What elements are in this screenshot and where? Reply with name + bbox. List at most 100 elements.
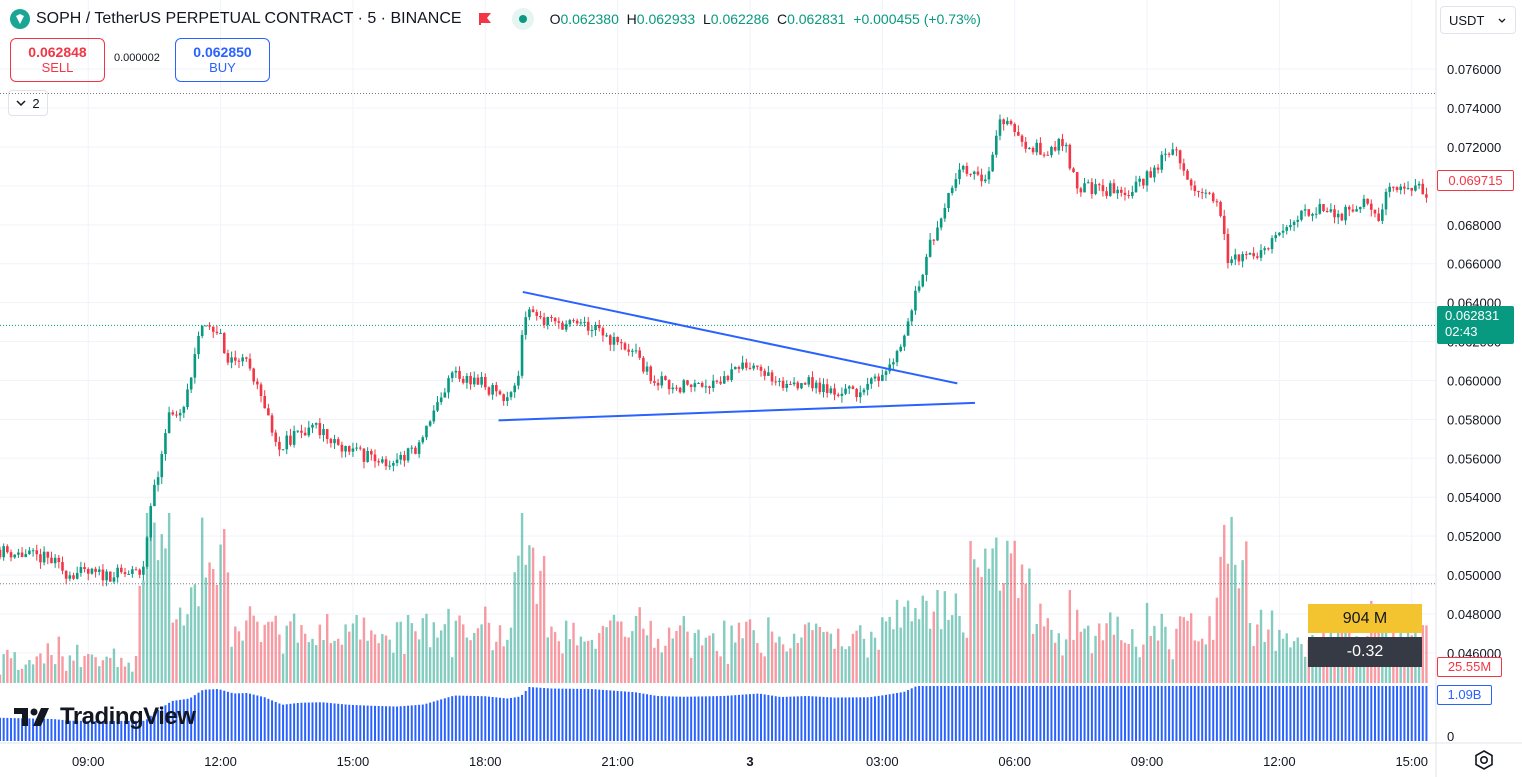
volume-bar — [517, 555, 520, 683]
volume-bar — [675, 631, 678, 683]
volume-bar — [579, 636, 583, 683]
volume-bar — [57, 636, 61, 683]
candle-body — [230, 357, 233, 363]
volume-bar — [1263, 641, 1266, 683]
tradingview-logo[interactable]: TradingView — [14, 703, 196, 731]
price-tick-label: 0.074000 — [1447, 101, 1501, 116]
candle-body — [1336, 213, 1340, 218]
candle-body — [1105, 191, 1108, 196]
candle-body — [483, 376, 487, 388]
volume-bar — [1075, 609, 1079, 683]
chevron-down-icon — [16, 100, 26, 107]
volume-bar — [921, 595, 924, 683]
time-tick-label: 09:00 — [72, 754, 105, 769]
volume-bar — [153, 522, 156, 683]
candle-body — [289, 435, 292, 445]
accumulation-bar — [168, 702, 171, 741]
candle-body — [987, 171, 991, 180]
sell-button[interactable]: 0.062848 SELL — [10, 38, 105, 82]
accumulation-bar — [693, 696, 696, 741]
accumulation-bar — [252, 694, 255, 741]
volume-bar — [101, 660, 105, 683]
candle-body — [414, 447, 417, 454]
accumulation-bar — [1006, 686, 1009, 741]
volume-bar — [469, 640, 472, 683]
volume-bar — [428, 647, 432, 683]
accumulation-bar — [524, 690, 527, 741]
volume-bar — [1212, 639, 1215, 683]
volume-bar — [377, 643, 380, 683]
settings-gear-icon[interactable] — [1473, 749, 1495, 771]
candle-body — [344, 446, 347, 452]
volume-bar — [612, 614, 616, 683]
volume-bar — [1193, 640, 1197, 683]
accumulation-bar — [1322, 686, 1325, 741]
volume-bar — [645, 635, 649, 683]
candle-body — [373, 454, 377, 462]
buy-button[interactable]: 0.062850 BUY — [175, 38, 270, 82]
candle-body — [134, 569, 138, 571]
candle-body — [914, 290, 917, 311]
accumulation-bar — [502, 698, 505, 741]
candle-body — [1193, 185, 1197, 192]
candle-body — [127, 573, 130, 575]
currency-select[interactable]: USDT — [1440, 6, 1516, 34]
volume-bar — [1285, 633, 1288, 683]
candle-body — [1230, 259, 1233, 264]
accumulation-bar — [995, 686, 998, 741]
candle-body — [1369, 203, 1373, 210]
candle-body — [395, 459, 399, 464]
volume-bar — [704, 637, 708, 683]
accumulation-bar — [862, 697, 865, 741]
accumulation-bar — [1013, 686, 1016, 741]
symbol-title[interactable]: SOPH / TetherUS PERPETUAL CONTRACT · 5 ·… — [36, 10, 462, 27]
candle-body — [458, 370, 461, 379]
volume-bar — [616, 621, 619, 683]
accumulation-bar — [1201, 686, 1204, 741]
candle-body — [649, 366, 653, 382]
accumulation-bar — [796, 696, 799, 741]
accumulation-bar — [1340, 686, 1343, 741]
candle-body — [278, 441, 281, 450]
accumulation-bar — [1263, 686, 1266, 741]
candle-body — [969, 173, 972, 175]
candle-body — [998, 119, 1002, 136]
candle-body — [1145, 171, 1149, 186]
accumulation-bar — [1101, 686, 1104, 741]
indicators-toggle-button[interactable]: 2 — [8, 90, 48, 116]
candle-body — [39, 554, 42, 563]
accumulation-bar — [399, 706, 402, 741]
candle-body — [35, 550, 39, 555]
accumulation-bar — [833, 697, 836, 741]
volume-bar — [1149, 635, 1152, 683]
accumulation-bar — [837, 697, 840, 741]
volume-bar — [1053, 642, 1057, 683]
accumulation-bar — [730, 695, 733, 741]
accumulation-bar — [1385, 686, 1388, 741]
accumulation-bar — [517, 696, 520, 741]
candle-body — [686, 380, 689, 385]
candle-body — [506, 397, 509, 402]
accumulation-bar — [1215, 686, 1218, 741]
accumulation-bar — [1017, 686, 1020, 741]
candle-body — [616, 336, 619, 343]
volume-bar — [796, 643, 799, 683]
volume-bar — [745, 621, 748, 683]
volume-bar — [406, 614, 410, 683]
flag-icon[interactable] — [478, 12, 492, 26]
accumulation-bar — [1407, 686, 1410, 741]
candle-body — [362, 448, 366, 462]
accumulation-bar — [1043, 686, 1046, 741]
volume-bar — [1241, 560, 1244, 683]
volume-bar — [182, 625, 186, 683]
volume-bar — [682, 616, 686, 683]
volume-bar — [1098, 623, 1101, 683]
candle-body — [829, 388, 833, 393]
candle-body — [370, 450, 373, 455]
accumulation-bar — [616, 690, 619, 741]
accumulation-bar — [0, 717, 1, 741]
accumulation-bar — [528, 687, 531, 741]
candle-body — [553, 317, 557, 322]
accumulation-bar — [1087, 686, 1090, 741]
